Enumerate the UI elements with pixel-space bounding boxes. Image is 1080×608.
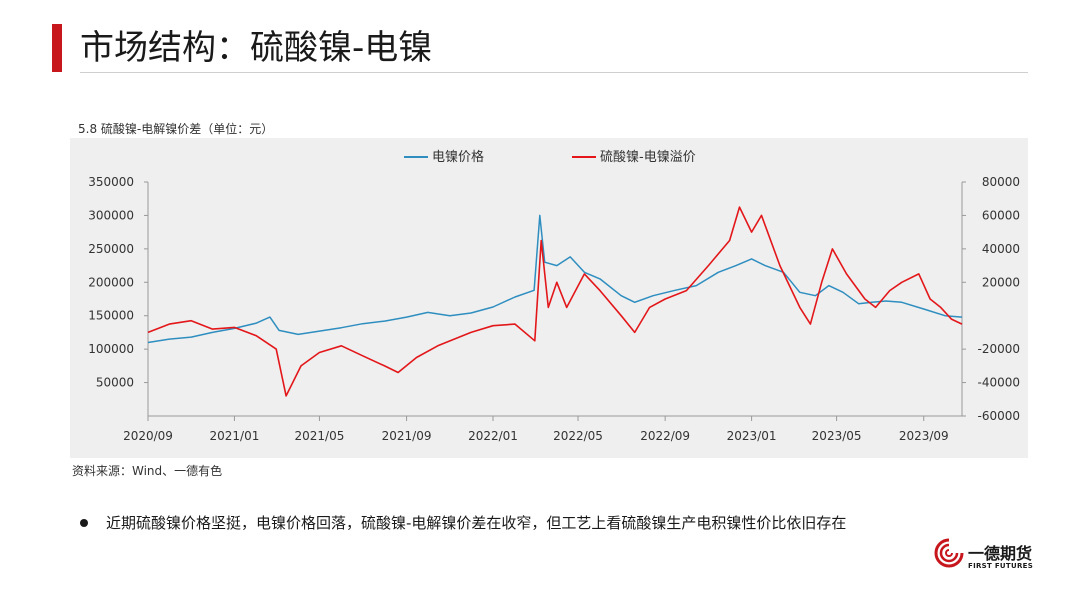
chart-legend: 电镍价格 硫酸镍-电镍溢价 xyxy=(404,149,696,165)
y-left-tick-label: 350000 xyxy=(88,175,134,189)
series-line-nickel-price xyxy=(147,214,963,344)
title-divider xyxy=(80,72,1028,73)
chart-caption: 5.8 硫酸镍-电解镍价差（单位：元） xyxy=(78,122,274,136)
title-accent-bar xyxy=(52,24,62,72)
series-line-spread-premium xyxy=(147,206,963,397)
y-right-tick-label: 20000 xyxy=(982,275,1020,289)
logo-swirl-icon xyxy=(934,538,964,568)
page-title: 市场结构：硫酸镍-电镍 xyxy=(80,28,433,68)
y-left-tick-label: 150000 xyxy=(88,309,134,323)
y-right-tick-label: -60000 xyxy=(977,409,1020,423)
chart-background xyxy=(70,138,1028,458)
y-right-tick-label: 80000 xyxy=(982,175,1020,189)
legend-label: 电镍价格 xyxy=(432,149,484,165)
bullet-point: 近期硫酸镍价格坚挺，电镍价格回落，硫酸镍-电解镍价差在收窄，但工艺上看硫酸镍生产… xyxy=(80,512,846,533)
x-tick-label: 2021/09 xyxy=(382,429,432,443)
company-logo: 一德期货 FIRST FUTURES xyxy=(934,536,1034,576)
x-tick-label: 2021/05 xyxy=(295,429,345,443)
y-left-tick-label: 250000 xyxy=(88,242,134,256)
x-tick-label: 2023/01 xyxy=(727,429,777,443)
logo-name-cn: 一德期货 xyxy=(968,544,1033,563)
y-left-tick-label: 300000 xyxy=(88,208,134,222)
x-tick-label: 2022/09 xyxy=(640,429,690,443)
x-tick-label: 2023/05 xyxy=(812,429,862,443)
y-right-tick-label: -20000 xyxy=(977,342,1020,356)
logo-name-en: FIRST FUTURES xyxy=(968,562,1034,570)
y-left-tick-label: 50000 xyxy=(96,376,134,390)
y-left-tick-label: 200000 xyxy=(88,275,134,289)
price-spread-chart: 电镍价格 硫酸镍-电镍溢价 50000 100000 150000 200000 2500… xyxy=(88,149,1020,443)
x-tick-label: 2020/09 xyxy=(123,429,173,443)
bullet-text: 近期硫酸镍价格坚挺，电镍价格回落，硫酸镍-电解镍价差在收窄，但工艺上看硫酸镍生产… xyxy=(106,514,847,532)
bullet-dot-icon xyxy=(80,518,88,527)
y-right-tick-label: 40000 xyxy=(982,242,1020,256)
y-left-tick-label: 100000 xyxy=(88,342,134,356)
chart-series xyxy=(147,206,963,397)
x-tick-label: 2022/01 xyxy=(468,429,518,443)
x-tick-label: 2023/09 xyxy=(899,429,949,443)
source-note: 资料来源：Wind、一德有色 xyxy=(72,464,223,478)
y-right-tick-label: -40000 xyxy=(977,376,1020,390)
x-tick-label: 2021/01 xyxy=(210,429,260,443)
chart-axes: 50000 100000 150000 200000 250000 300000 35000… xyxy=(88,175,1020,443)
legend-label: 硫酸镍-电镍溢价 xyxy=(600,150,696,165)
y-right-tick-label: 60000 xyxy=(982,208,1020,222)
x-tick-label: 2022/05 xyxy=(553,429,603,443)
